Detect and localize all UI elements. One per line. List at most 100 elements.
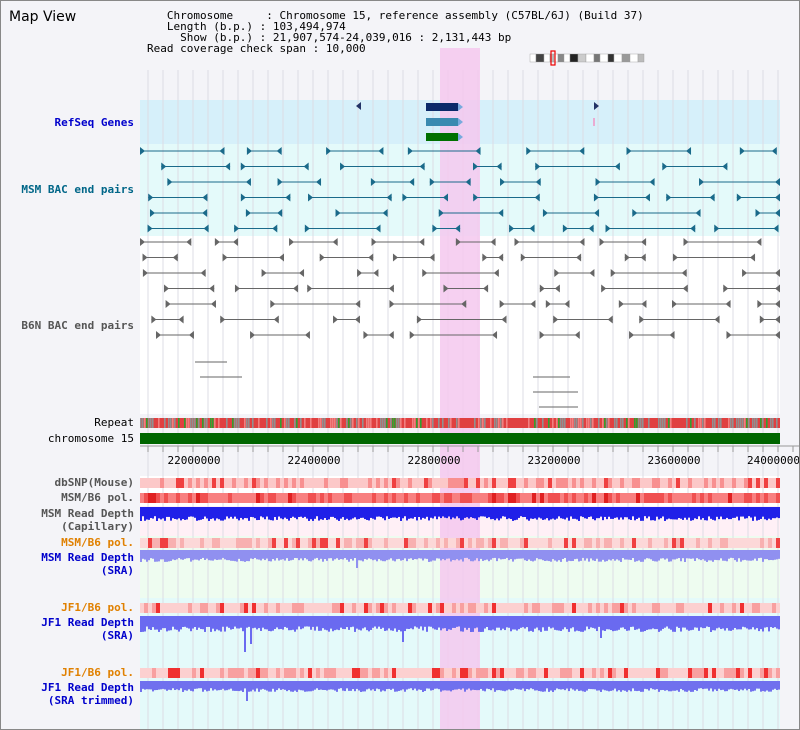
depth-bar[interactable] bbox=[208, 507, 210, 521]
repeat-element[interactable] bbox=[382, 418, 384, 428]
depth-bar[interactable] bbox=[494, 681, 496, 692]
repeat-base[interactable] bbox=[140, 418, 780, 428]
depth-bar[interactable] bbox=[642, 681, 644, 692]
depth-bar[interactable] bbox=[616, 507, 618, 518]
depth-bar[interactable] bbox=[220, 550, 222, 560]
depth-bar[interactable] bbox=[216, 507, 218, 519]
heatmap-cell[interactable] bbox=[620, 478, 624, 488]
depth-bar[interactable] bbox=[632, 616, 634, 627]
depth-bar[interactable] bbox=[140, 681, 142, 692]
repeat-element[interactable] bbox=[206, 418, 208, 428]
depth-bar[interactable] bbox=[568, 681, 570, 692]
repeat-element[interactable] bbox=[664, 418, 666, 428]
heatmap-cell[interactable] bbox=[516, 493, 520, 503]
ideogram-band[interactable] bbox=[569, 53, 579, 63]
depth-bar[interactable] bbox=[574, 507, 576, 519]
depth-bar[interactable] bbox=[226, 681, 228, 691]
heatmap-cell[interactable] bbox=[368, 538, 372, 548]
depth-bar[interactable] bbox=[582, 507, 584, 517]
depth-bar[interactable] bbox=[336, 616, 338, 630]
depth-bar[interactable] bbox=[286, 616, 288, 628]
depth-bar[interactable] bbox=[750, 681, 752, 692]
depth-bar[interactable] bbox=[458, 681, 460, 689]
b6n-bac-pair-end[interactable] bbox=[757, 300, 763, 308]
depth-bar[interactable] bbox=[206, 550, 208, 559]
repeat-element[interactable] bbox=[350, 418, 352, 428]
repeat-element[interactable] bbox=[578, 418, 580, 428]
b6n-bac-pair-end[interactable] bbox=[607, 315, 613, 324]
repeat-element[interactable] bbox=[746, 418, 748, 428]
heatmap-cell[interactable] bbox=[580, 478, 584, 488]
depth-bar[interactable] bbox=[474, 507, 476, 519]
heatmap-cell[interactable] bbox=[488, 538, 492, 548]
depth-bar[interactable] bbox=[310, 550, 312, 562]
repeat-element[interactable] bbox=[586, 418, 588, 428]
depth-bar[interactable] bbox=[242, 507, 244, 520]
depth-bar[interactable] bbox=[478, 550, 480, 562]
depth-bar[interactable] bbox=[768, 616, 770, 632]
depth-bar[interactable] bbox=[358, 507, 360, 519]
depth-bar[interactable] bbox=[472, 550, 474, 562]
depth-bar[interactable] bbox=[456, 550, 458, 560]
depth-bar[interactable] bbox=[398, 681, 400, 691]
heatmap-cell[interactable] bbox=[532, 603, 536, 613]
depth-bar[interactable] bbox=[646, 507, 648, 519]
depth-bar[interactable] bbox=[734, 550, 736, 561]
repeat-element[interactable] bbox=[188, 418, 190, 428]
heatmap-cell[interactable] bbox=[624, 603, 628, 613]
heatmap-cell[interactable] bbox=[436, 668, 440, 678]
depth-bar[interactable] bbox=[292, 681, 294, 692]
depth-bar[interactable] bbox=[674, 616, 676, 632]
msm-bac-pair-end[interactable] bbox=[438, 209, 444, 217]
depth-bar[interactable] bbox=[738, 550, 740, 559]
msm-bac-pair-end[interactable] bbox=[690, 224, 696, 233]
depth-bar[interactable] bbox=[776, 681, 778, 691]
repeat-element[interactable] bbox=[582, 418, 584, 428]
heatmap-cell[interactable] bbox=[176, 493, 180, 503]
depth-bar[interactable] bbox=[276, 507, 278, 520]
depth-bar[interactable] bbox=[212, 507, 214, 519]
b6n-bac-pair-end[interactable] bbox=[775, 269, 780, 277]
depth-bar[interactable] bbox=[614, 507, 616, 518]
depth-bar[interactable] bbox=[524, 550, 526, 561]
heatmap-cell[interactable] bbox=[572, 478, 576, 488]
depth-bar[interactable] bbox=[762, 616, 764, 632]
depth-bar[interactable] bbox=[462, 681, 464, 689]
depth-bar[interactable] bbox=[154, 507, 156, 517]
repeat-element[interactable] bbox=[760, 418, 762, 428]
depth-bar[interactable] bbox=[702, 616, 704, 629]
depth-bar[interactable] bbox=[592, 507, 594, 520]
repeat-element[interactable] bbox=[626, 418, 628, 428]
repeat-element[interactable] bbox=[478, 418, 480, 428]
depth-bar[interactable] bbox=[394, 681, 396, 692]
b6n-bac-pair-end[interactable] bbox=[222, 253, 228, 262]
depth-bar[interactable] bbox=[166, 550, 168, 562]
depth-bar[interactable] bbox=[372, 507, 374, 519]
depth-bar[interactable] bbox=[576, 507, 578, 520]
depth-bar[interactable] bbox=[538, 507, 540, 518]
depth-bar[interactable] bbox=[576, 550, 578, 559]
depth-bar[interactable] bbox=[406, 681, 408, 690]
repeat-element[interactable] bbox=[284, 418, 286, 428]
repeat-element[interactable] bbox=[380, 418, 382, 428]
depth-bar[interactable] bbox=[762, 507, 764, 517]
depth-bar[interactable] bbox=[598, 616, 600, 627]
depth-bar[interactable] bbox=[414, 550, 416, 560]
depth-bar[interactable] bbox=[670, 507, 672, 520]
depth-bar[interactable] bbox=[388, 550, 390, 560]
repeat-element[interactable] bbox=[714, 418, 716, 428]
depth-bar[interactable] bbox=[482, 616, 484, 632]
depth-bar[interactable] bbox=[294, 681, 296, 691]
heatmap-cell[interactable] bbox=[336, 603, 340, 613]
depth-bar[interactable] bbox=[562, 550, 564, 559]
depth-bar[interactable] bbox=[544, 681, 546, 692]
heatmap-cell[interactable] bbox=[268, 538, 272, 548]
depth-bar[interactable] bbox=[296, 616, 298, 630]
repeat-element[interactable] bbox=[754, 418, 756, 428]
msm-bac-pair-end[interactable] bbox=[161, 162, 167, 171]
depth-bar[interactable] bbox=[246, 616, 248, 628]
repeat-element[interactable] bbox=[662, 418, 664, 428]
depth-bar[interactable] bbox=[718, 616, 720, 628]
depth-bar[interactable] bbox=[414, 681, 416, 689]
depth-bar[interactable] bbox=[358, 616, 360, 630]
